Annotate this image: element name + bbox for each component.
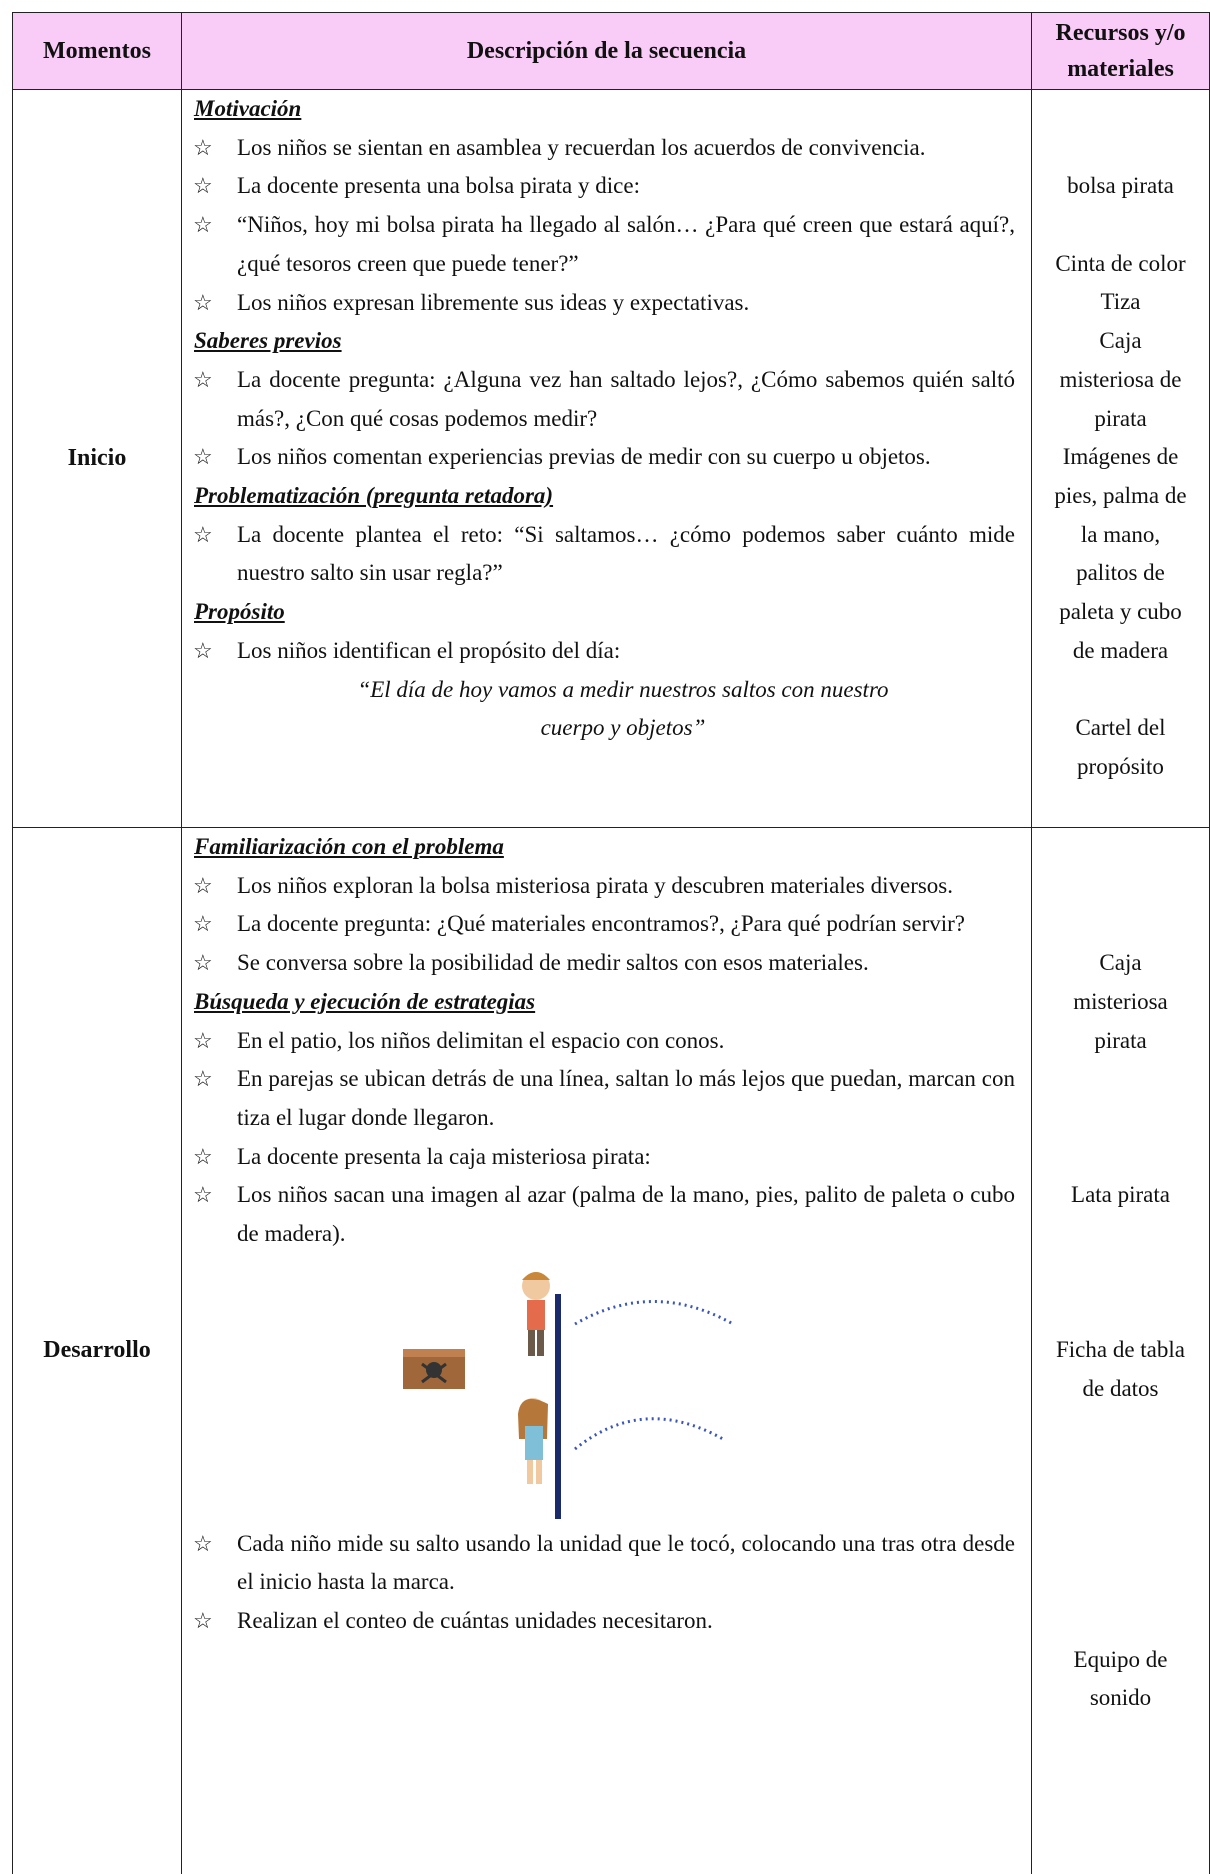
sequence-table: Momentos Descripción de la secuencia Rec… <box>12 12 1210 1874</box>
section-heading: Problematización (pregunta retadora) <box>194 483 554 509</box>
bullet-item: Los niños identifican el propósito del d… <box>191 632 1015 671</box>
bullet-item: Cada niño mide su salto usando la unidad… <box>191 1525 1015 1602</box>
bullet-item: La docente pregunta: ¿Alguna vez han sal… <box>191 361 1015 438</box>
section-heading: Familiarización con el problema <box>194 834 504 859</box>
bullet-item: Se conversa sobre la posibilidad de medi… <box>191 944 1015 983</box>
bullet-item: La docente presenta la caja misteriosa p… <box>191 1138 1015 1177</box>
header-cell: Recursos y/o materiales <box>1031 12 1210 90</box>
description-cell: Familiarización con el problema Los niños… <box>181 827 1032 1874</box>
bullet-item: En parejas se ubican detrás de una línea… <box>191 1060 1015 1137</box>
bullet-item: Los niños se sientan en asamblea y recue… <box>191 129 1015 168</box>
resource-item: Imágenes de pies, palma de la mano, pali… <box>1054 444 1187 663</box>
section-heading: Motivación <box>194 96 302 121</box>
purpose-quote: “El día de hoy vamos a medir nuestros sa… <box>357 676 889 741</box>
moment-cell: Inicio <box>12 89 182 828</box>
resource-item: Caja misteriosa pirata <box>1073 950 1168 1053</box>
resource-item: Cinta de color <box>1055 250 1186 276</box>
bullet-item: La docente plantea el reto: “Si saltamos… <box>191 516 1015 593</box>
bullet-item: En el patio, los niños delimitan el espa… <box>191 1022 1015 1061</box>
bullet-item: Los niños comentan experiencias previas … <box>191 438 1015 477</box>
table-row: Inicio Motivación Los niños se sientan en … <box>12 89 1210 828</box>
jump-arc <box>574 1416 724 1450</box>
table-body: Inicio Motivación Los niños se sientan en … <box>12 89 1210 1874</box>
resource-item: Tiza <box>1100 289 1141 315</box>
resource-item: Ficha de tabla de datos <box>1055 1337 1185 1401</box>
bullet-item: Los niños expresan libremente sus ideas … <box>191 284 1015 323</box>
bullet-item: Realizan el conteo de cuántas unidades n… <box>191 1602 1015 1641</box>
description-cell: Motivación Los niños se sientan en asambl… <box>181 89 1032 828</box>
bullet-item: La docente pregunta: ¿Qué materiales enc… <box>191 905 1015 944</box>
table-row: Desarrollo Familiarización con el problem… <box>12 827 1210 1874</box>
bullet-item: Los niños exploran la bolsa misteriosa p… <box>191 867 1015 906</box>
resource-item: Equipo de sonido <box>1073 1646 1168 1711</box>
resources-cell: bolsa pirata Cinta de color Tiza Caja miste… <box>1031 89 1210 828</box>
resource-item: bolsa pirata <box>1067 173 1174 199</box>
section-heading: Propósito <box>194 599 285 625</box>
header-text: Recursos y/o materiales <box>1055 20 1186 82</box>
resource-item: Lata pirata <box>1071 1182 1170 1208</box>
bullet-item: “Niños, hoy mi bolsa pirata ha llegado a… <box>191 206 1015 283</box>
bullet-item: La docente presenta una bolsa pirata y d… <box>191 167 1015 206</box>
pirate-box <box>403 1348 465 1389</box>
jump-arc <box>574 1299 734 1326</box>
header-cell: Momentos <box>12 12 182 90</box>
child-girl <box>518 1397 548 1484</box>
jump-illustration <box>403 1271 734 1519</box>
header-row: Momentos Descripción de la secuencia Rec… <box>12 12 1210 90</box>
resource-item: Caja misteriosa de pirata <box>1059 328 1182 431</box>
resource-item: Cartel del propósito <box>1075 715 1166 779</box>
header-cell: Descripción de la secuencia <box>181 12 1032 90</box>
bullet-item: Los niños sacan una imagen al azar (palm… <box>191 1176 1015 1253</box>
child-boy <box>522 1271 550 1356</box>
moment-cell: Desarrollo <box>12 827 182 1874</box>
section-heading: Saberes previos <box>194 328 342 354</box>
resources-cell: Caja misteriosa pirata Lata pirata Ficha d… <box>1031 827 1210 1874</box>
section-heading: Búsqueda y ejecución de estrategias <box>194 988 536 1014</box>
